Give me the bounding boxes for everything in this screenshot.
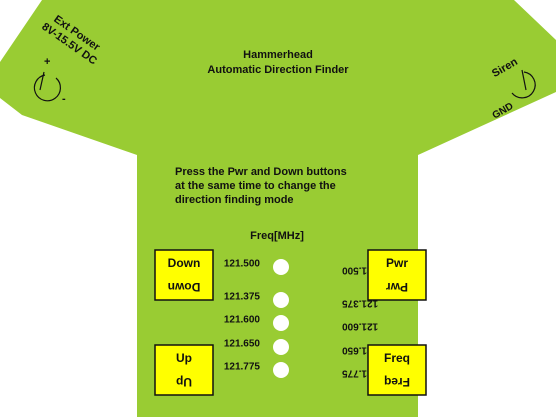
button-face[interactable] bbox=[367, 249, 427, 301]
channel-frequency: 121.500 bbox=[224, 259, 261, 270]
channel-frequency: 121.600 bbox=[224, 315, 261, 326]
channel-frequency: 121.650 bbox=[224, 339, 261, 350]
channel-frequency-mirrored: 121.775 bbox=[342, 367, 379, 378]
instruction: at the same time to change the bbox=[175, 180, 336, 192]
button-label: Down bbox=[168, 256, 201, 270]
channel-led bbox=[273, 362, 289, 378]
button-label-mirrored: Up bbox=[176, 375, 192, 389]
button-face[interactable] bbox=[154, 249, 214, 301]
button-label-mirrored: Freq bbox=[384, 375, 410, 389]
button-label-mirrored: Pwr bbox=[386, 280, 408, 294]
channel-frequency-mirrored: 121.375 bbox=[342, 297, 379, 308]
button[interactable]: Up Up bbox=[154, 344, 214, 396]
siren-jack bbox=[511, 71, 536, 99]
button-face[interactable] bbox=[367, 344, 427, 396]
channel-led bbox=[273, 339, 289, 355]
channel-list: 121.500 121.500 121.375 121.375 121.600 121.6… bbox=[224, 259, 378, 379]
power-plus: + bbox=[44, 56, 50, 68]
power-jack bbox=[33, 74, 62, 102]
power-minus: - bbox=[62, 93, 66, 105]
button[interactable]: Freq Freq bbox=[367, 344, 427, 396]
instruction: direction finding mode bbox=[175, 194, 294, 206]
siren-pin bbox=[521, 69, 527, 91]
button[interactable]: Pwr Pwr bbox=[367, 249, 427, 301]
subtitle: Automatic Direction Finder bbox=[207, 64, 349, 76]
button-group: Down Down Pwr Pwr Up Up Freq Freq bbox=[154, 249, 427, 396]
channel-led bbox=[273, 315, 289, 331]
button-label: Freq bbox=[384, 351, 410, 365]
channel-frequency-mirrored: 121.500 bbox=[342, 264, 379, 275]
channel-led bbox=[273, 292, 289, 308]
instruction: Press the Pwr and Down buttons bbox=[175, 166, 347, 178]
title: Hammerhead bbox=[243, 49, 313, 61]
button-face[interactable] bbox=[154, 344, 214, 396]
channel-frequency-mirrored: 121.600 bbox=[342, 320, 379, 331]
button-label: Up bbox=[176, 351, 192, 365]
channel-frequency: 121.375 bbox=[224, 292, 261, 303]
power-pin bbox=[39, 71, 45, 91]
channel-led bbox=[273, 259, 289, 275]
channel-frequency-mirrored: 121.650 bbox=[342, 344, 379, 355]
button-label: Pwr bbox=[386, 256, 408, 270]
frequency-label: Freq[MHz] bbox=[250, 230, 304, 242]
button[interactable]: Down Down bbox=[154, 249, 214, 301]
button-label-mirrored: Down bbox=[168, 280, 201, 294]
channel-frequency: 121.775 bbox=[224, 362, 261, 373]
